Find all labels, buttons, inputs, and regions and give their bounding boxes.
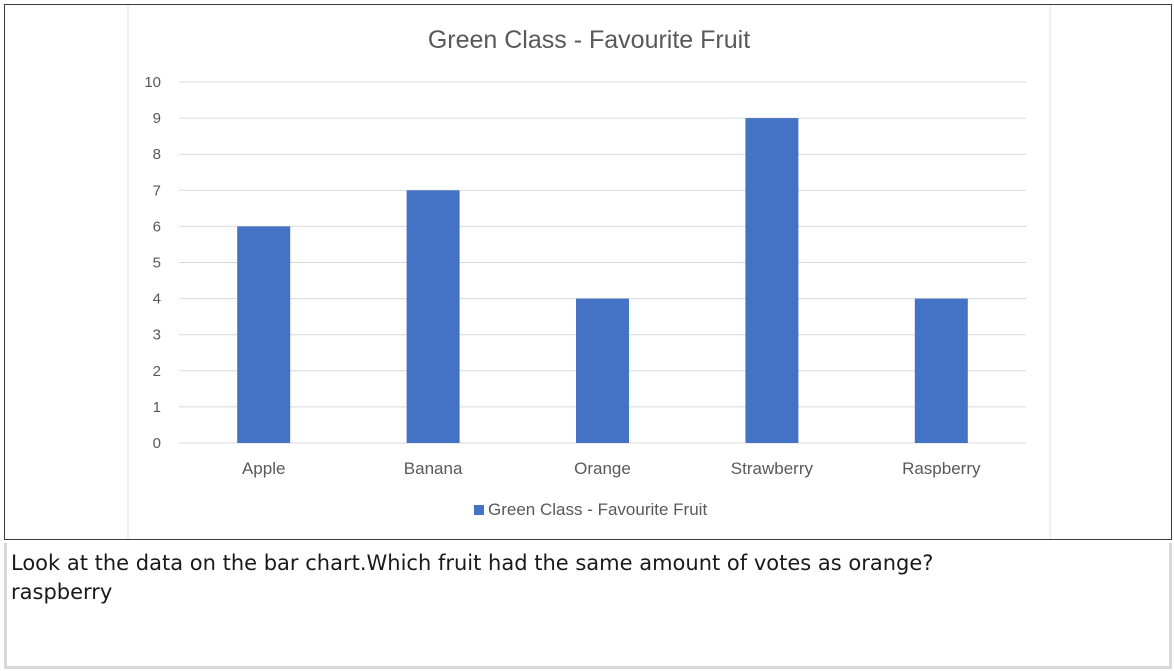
- legend: Green Class - Favourite Fruit: [474, 500, 707, 519]
- y-tick-label: 4: [153, 291, 161, 308]
- y-tick-label: 6: [153, 218, 161, 235]
- y-tick-label: 2: [153, 363, 161, 380]
- bar-apple: [237, 226, 291, 443]
- bar-chart: Green Class - Favourite Fruit 0 1 2 3 4 5 6 7 8 9…: [127, 5, 1051, 539]
- y-tick-label: 9: [153, 110, 161, 127]
- legend-label: Green Class - Favourite Fruit: [488, 500, 707, 519]
- x-tick-label: Orange: [574, 459, 631, 478]
- y-tick-label: 10: [144, 74, 161, 91]
- x-tick-label: Apple: [242, 459, 285, 478]
- x-tick-label: Banana: [404, 459, 463, 478]
- chart-frame: Green Class - Favourite Fruit 0 1 2 3 4 5 6 7 8 9…: [4, 4, 1172, 540]
- bar-raspberry: [914, 298, 968, 443]
- legend-swatch: [474, 505, 484, 515]
- question-panel: Look at the data on the bar chart.Which …: [4, 543, 1172, 669]
- y-tick-label: 3: [153, 327, 161, 344]
- chart-title: Green Class - Favourite Fruit: [428, 26, 750, 54]
- bar-orange: [576, 298, 629, 443]
- answer-text: raspberry: [11, 580, 113, 604]
- question-text: Look at the data on the bar chart.Which …: [11, 551, 934, 575]
- bars: [237, 118, 968, 443]
- x-tick-label: Raspberry: [902, 459, 981, 478]
- bar-strawberry: [745, 118, 799, 443]
- x-tick-label: Strawberry: [731, 459, 814, 478]
- y-tick-label: 1: [153, 399, 161, 416]
- x-axis-tick-labels: Apple Banana Orange Strawberry Raspberry: [242, 459, 981, 478]
- bar-banana: [406, 190, 460, 443]
- y-tick-label: 5: [153, 255, 161, 272]
- y-axis-tick-labels: 0 1 2 3 4 5 6 7 8 9 10: [144, 74, 161, 452]
- y-tick-label: 0: [153, 435, 161, 452]
- y-tick-label: 7: [153, 182, 161, 199]
- y-tick-label: 8: [153, 146, 161, 163]
